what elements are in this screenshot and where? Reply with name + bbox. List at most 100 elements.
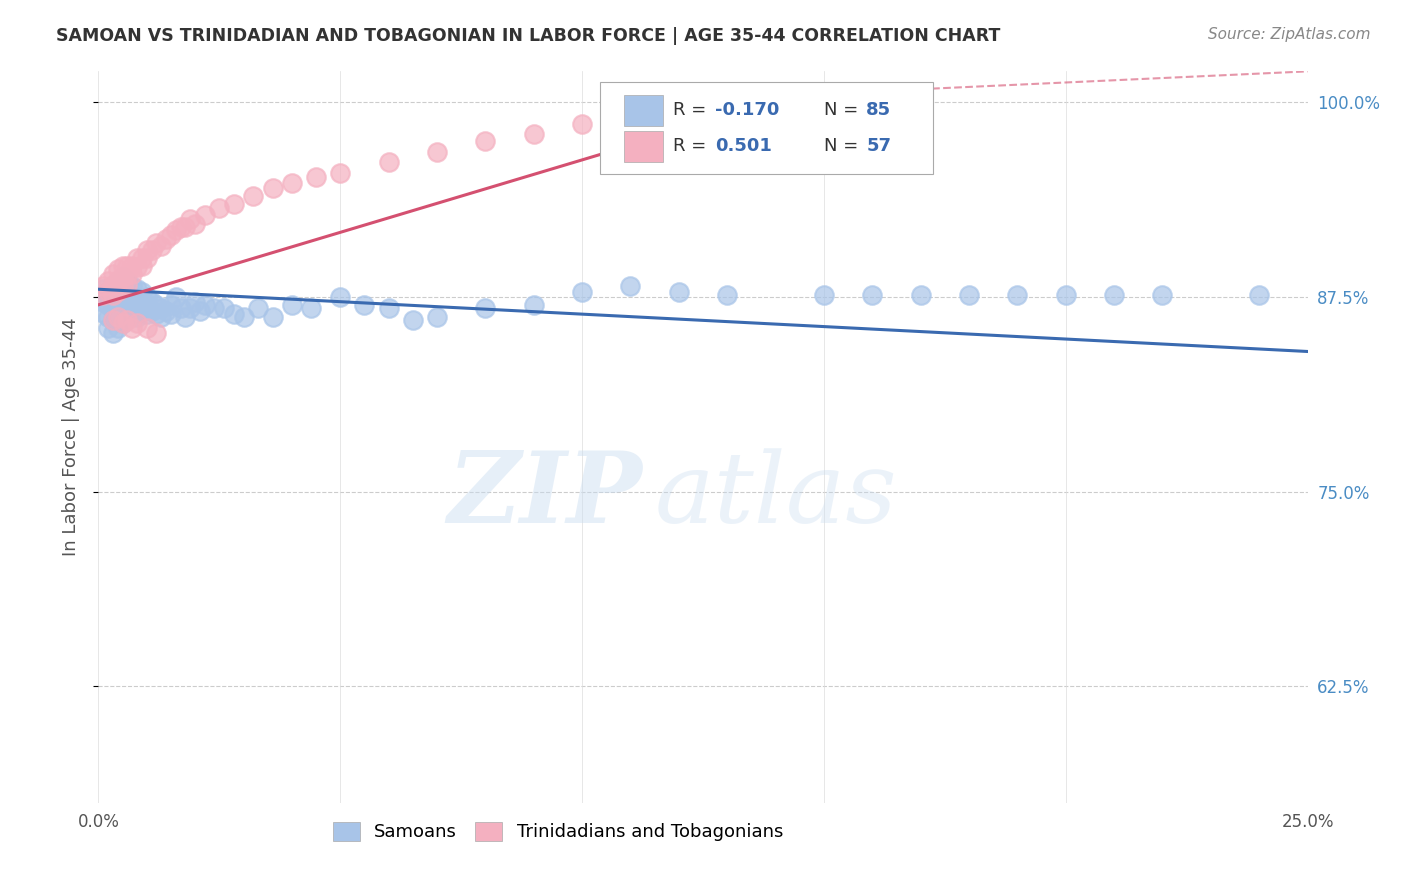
Point xyxy=(150,301,173,315)
Point xyxy=(571,285,593,300)
Point xyxy=(353,298,375,312)
Point xyxy=(121,259,143,273)
Point xyxy=(1007,288,1029,302)
Point xyxy=(329,290,352,304)
Point xyxy=(145,298,167,312)
Point xyxy=(111,298,134,312)
FancyBboxPatch shape xyxy=(600,82,932,174)
FancyBboxPatch shape xyxy=(624,131,664,161)
Point xyxy=(127,310,149,325)
Text: 0.501: 0.501 xyxy=(716,136,772,154)
Point xyxy=(107,298,129,312)
Point xyxy=(204,301,226,315)
Point xyxy=(135,251,157,265)
Point xyxy=(91,305,114,319)
Point xyxy=(117,284,139,298)
Text: R =: R = xyxy=(673,101,711,119)
Point xyxy=(619,279,641,293)
Point xyxy=(107,285,129,300)
Point xyxy=(111,269,134,284)
Point xyxy=(135,298,157,312)
Point xyxy=(121,321,143,335)
Text: atlas: atlas xyxy=(655,448,897,543)
Point xyxy=(111,269,134,284)
FancyBboxPatch shape xyxy=(624,95,664,126)
Point xyxy=(1249,288,1271,302)
Point xyxy=(299,301,322,315)
Point xyxy=(165,223,187,237)
Text: N =: N = xyxy=(824,101,863,119)
Point xyxy=(716,288,738,302)
Point xyxy=(135,290,157,304)
Text: ZIP: ZIP xyxy=(447,448,643,544)
Point xyxy=(111,279,134,293)
Point xyxy=(127,282,149,296)
Point xyxy=(281,177,304,191)
Text: 85: 85 xyxy=(866,101,891,119)
Point xyxy=(97,310,120,325)
Point xyxy=(101,326,124,340)
Point xyxy=(135,244,157,258)
Point xyxy=(117,292,139,306)
Point xyxy=(131,285,153,300)
Text: R =: R = xyxy=(673,136,711,154)
Point xyxy=(101,301,124,315)
Point xyxy=(377,301,399,315)
Point xyxy=(194,208,217,222)
Point xyxy=(111,259,134,273)
Point xyxy=(155,232,177,246)
Point xyxy=(145,235,167,250)
Point xyxy=(242,189,264,203)
Point xyxy=(107,275,129,289)
Point xyxy=(117,301,139,315)
Point xyxy=(281,298,304,312)
Point xyxy=(107,321,129,335)
Point xyxy=(145,307,167,321)
Point xyxy=(160,227,183,242)
Point xyxy=(910,288,932,302)
Point xyxy=(184,217,207,231)
Point xyxy=(765,98,787,112)
Point xyxy=(107,310,129,325)
Point xyxy=(91,282,114,296)
Point xyxy=(426,310,449,325)
Point xyxy=(135,321,157,335)
Point xyxy=(813,288,835,302)
Point xyxy=(305,170,328,185)
Point xyxy=(91,294,114,309)
Point xyxy=(188,304,211,318)
Text: N =: N = xyxy=(824,136,863,154)
Point xyxy=(111,317,134,331)
Point xyxy=(247,301,270,315)
Text: SAMOAN VS TRINIDADIAN AND TOBAGONIAN IN LABOR FORCE | AGE 35-44 CORRELATION CHAR: SAMOAN VS TRINIDADIAN AND TOBAGONIAN IN … xyxy=(56,27,1001,45)
Point xyxy=(131,259,153,273)
Point xyxy=(184,294,207,309)
Point xyxy=(155,304,177,318)
Point xyxy=(131,294,153,309)
Point xyxy=(1054,288,1077,302)
Point xyxy=(141,304,163,318)
Point xyxy=(121,267,143,281)
Point xyxy=(101,267,124,281)
Point xyxy=(212,301,235,315)
Point xyxy=(91,279,114,293)
Point xyxy=(668,108,690,122)
Legend: Samoans, Trinidadians and Tobagonians: Samoans, Trinidadians and Tobagonians xyxy=(326,814,790,848)
Point xyxy=(169,301,191,315)
Point xyxy=(111,317,134,331)
Point xyxy=(101,313,124,327)
Point xyxy=(127,301,149,315)
Point xyxy=(160,307,183,321)
Point xyxy=(165,290,187,304)
Point xyxy=(402,313,425,327)
Point xyxy=(160,298,183,312)
Point xyxy=(121,279,143,293)
Point xyxy=(97,321,120,335)
Point xyxy=(174,219,197,234)
Point xyxy=(208,202,231,216)
Point xyxy=(426,145,449,160)
Point xyxy=(222,307,245,321)
Text: Source: ZipAtlas.com: Source: ZipAtlas.com xyxy=(1208,27,1371,42)
Point xyxy=(127,317,149,331)
Point xyxy=(111,279,134,293)
